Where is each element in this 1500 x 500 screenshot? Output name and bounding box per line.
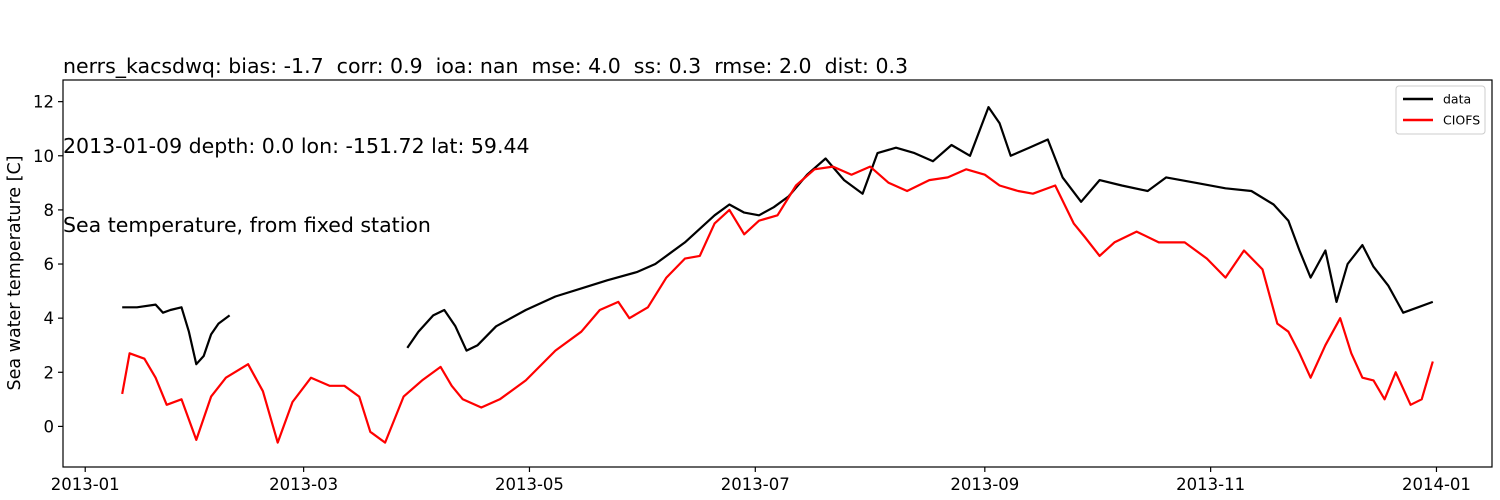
- y-tick-label: 12: [33, 93, 54, 112]
- series-layer: [121, 106, 1434, 444]
- title-line-stats: nerrs_kacsdwq: bias: -1.7 corr: 0.9 ioa:…: [63, 54, 909, 78]
- x-tick-label: 2013-09: [950, 475, 1019, 494]
- title-line-location: 2013-01-09 depth: 0.0 lon: -151.72 lat: …: [63, 133, 530, 158]
- title-line-description: Sea temperature, from fixed station: [63, 213, 431, 237]
- y-tick-label: 6: [44, 255, 55, 274]
- legend: data CIOFS: [1395, 85, 1486, 135]
- plot-frame: [62, 79, 1493, 468]
- x-tick-label: 2014-01: [1402, 475, 1471, 494]
- legend-label-ciofs: CIOFS: [1443, 113, 1480, 128]
- x-tick-label: 2013-11: [1176, 475, 1245, 494]
- x-axis: 2013-01 2013-03 2013-05 2013-07 2013-09 2013-…: [51, 467, 1471, 494]
- x-tick-label: 2013-01: [51, 475, 120, 494]
- y-tick-label: 10: [33, 147, 54, 166]
- x-tick-label: 2013-07: [721, 475, 790, 494]
- y-tick-label: 8: [44, 201, 55, 220]
- series-line-data-segment-1: [122, 303, 231, 366]
- series-line-ciofs: [121, 165, 1434, 444]
- x-tick-label: 2013-05: [495, 475, 564, 494]
- series-line-data-segment-2: [406, 106, 1434, 352]
- y-tick-label: 2: [44, 363, 55, 382]
- y-axis-label: Sea water temperature [C]: [5, 155, 25, 390]
- y-tick-label: 0: [44, 417, 55, 436]
- y-axis: 0 2 4 6 8 10 12: [33, 93, 63, 436]
- legend-label-data: data: [1443, 92, 1471, 107]
- chart-title: nerrs_kacsdwq: bias: -1.7 corr: 0.9 ioa:…: [63, 0, 908, 265]
- y-tick-label: 4: [44, 309, 55, 328]
- x-tick-label: 2013-03: [269, 475, 338, 494]
